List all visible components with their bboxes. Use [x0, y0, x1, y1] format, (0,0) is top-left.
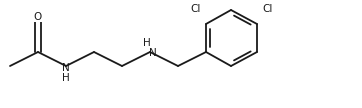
- Text: H: H: [143, 38, 151, 48]
- Text: Cl: Cl: [191, 4, 201, 14]
- Text: Cl: Cl: [263, 4, 273, 14]
- Text: N: N: [149, 48, 157, 58]
- Text: H: H: [62, 73, 70, 83]
- Text: O: O: [34, 12, 42, 22]
- Text: N: N: [62, 63, 70, 73]
